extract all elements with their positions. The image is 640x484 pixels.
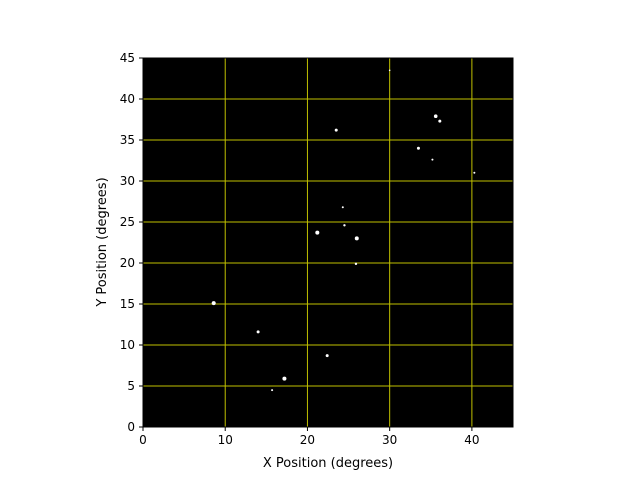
star-point [431, 158, 434, 161]
x-axis-label: X Position (degrees) [263, 456, 393, 471]
y-tick-label: 25 [120, 215, 135, 229]
y-tick-label: 15 [120, 297, 135, 311]
star-point [211, 301, 216, 306]
y-tick-label: 35 [120, 133, 135, 147]
y-tick-label: 5 [127, 379, 135, 393]
x-tick-label: 30 [382, 433, 397, 447]
grid [143, 58, 513, 427]
star-point [256, 330, 260, 334]
x-axis: 0 10 20 30 40 [139, 427, 480, 447]
star-point [315, 230, 320, 235]
star-point [325, 354, 329, 358]
y-tick-label: 40 [120, 92, 135, 106]
y-axis: 0 5 10 15 20 25 30 35 40 45 [120, 51, 143, 434]
y-tick-label: 45 [120, 51, 135, 65]
plot-background [143, 58, 513, 427]
points [211, 69, 476, 392]
star-point [354, 236, 359, 241]
star-point [473, 171, 476, 174]
star-point [416, 146, 420, 150]
y-tick-label: 30 [120, 174, 135, 188]
star-point [388, 69, 391, 72]
star-point [282, 376, 287, 381]
star-point [433, 114, 438, 119]
y-tick-label: 0 [127, 420, 135, 434]
y-tick-label: 10 [120, 338, 135, 352]
star-point [438, 119, 442, 123]
y-axis-label: Y Position (degrees) [95, 177, 110, 307]
y-tick-label: 20 [120, 256, 135, 270]
star-point [334, 128, 338, 132]
x-tick-label: 10 [218, 433, 233, 447]
x-tick-label: 40 [464, 433, 479, 447]
x-tick-label: 20 [300, 433, 315, 447]
star-point [354, 262, 358, 266]
star-point [343, 224, 346, 227]
star-point [271, 389, 274, 392]
plot-frame [142, 57, 514, 428]
x-tick-label: 0 [139, 433, 147, 447]
star-point [341, 206, 344, 209]
